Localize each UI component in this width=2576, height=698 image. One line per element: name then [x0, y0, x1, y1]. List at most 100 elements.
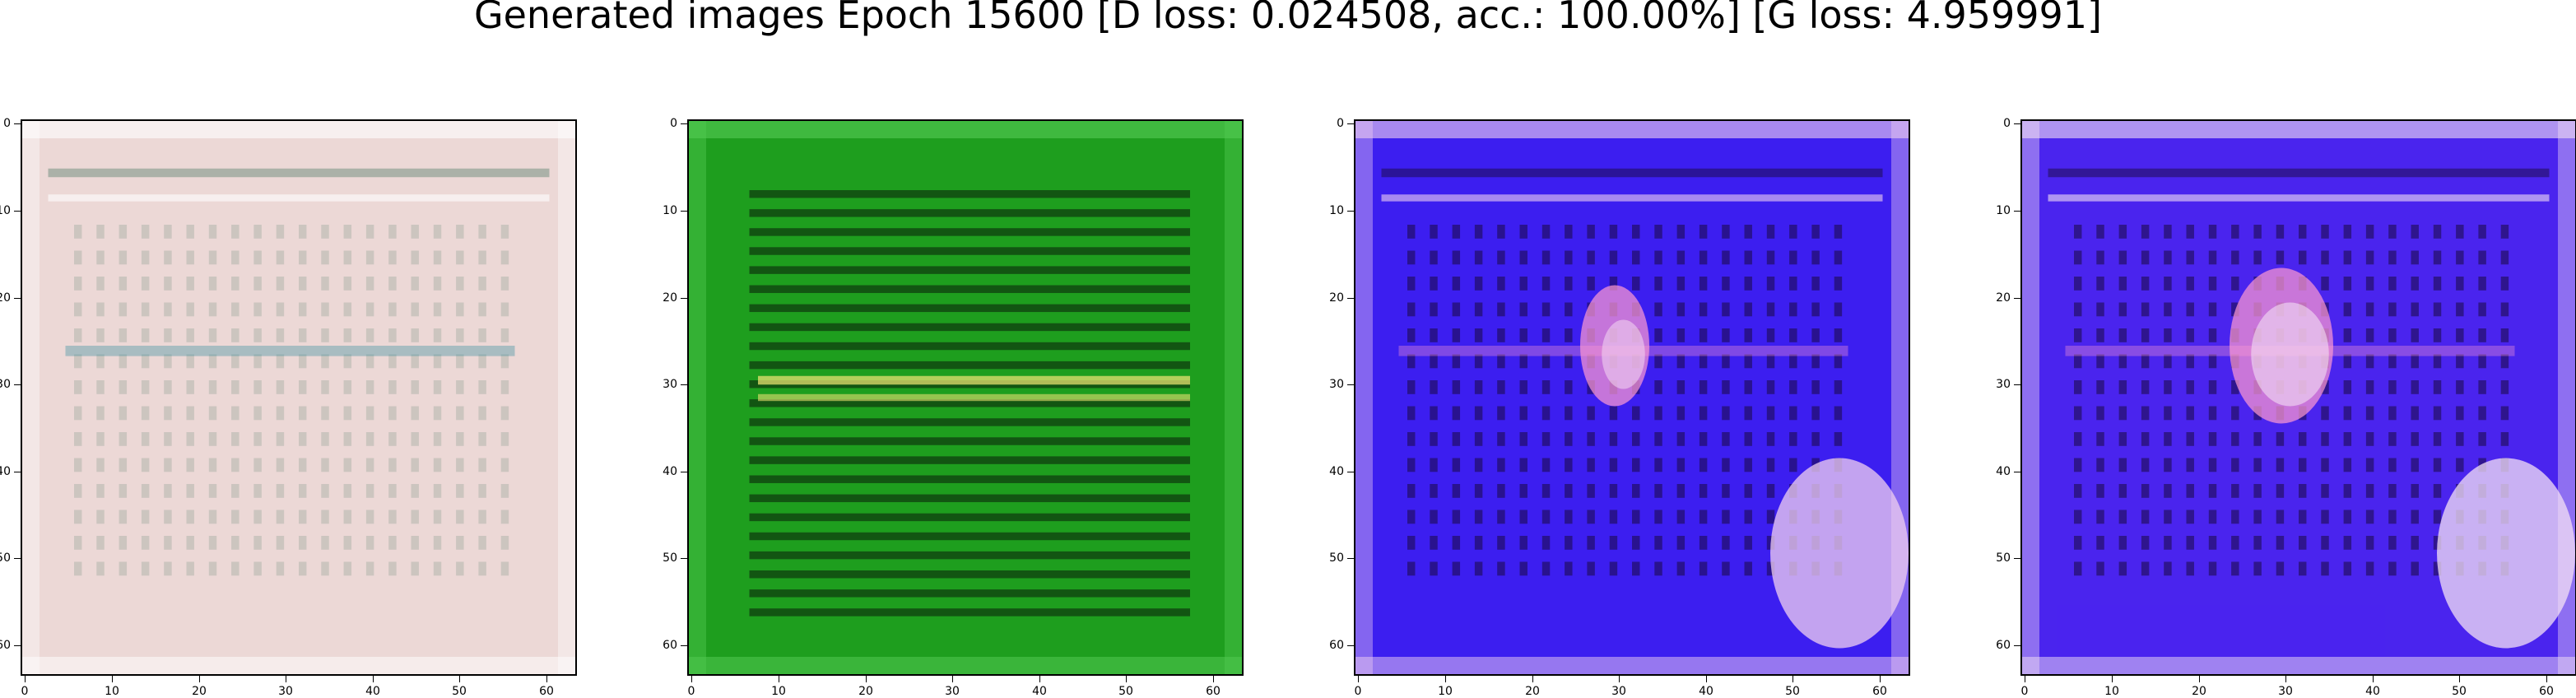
x-tick-label: 60 [1872, 685, 1887, 698]
y-tick-label: 10 [1996, 204, 2011, 217]
x-tick-mark [1532, 676, 1533, 682]
y-tick-label: 0 [1337, 117, 1344, 130]
generated-image-3 [1354, 119, 1910, 676]
x-tick-mark [2112, 676, 2113, 682]
x-tick-label: 10 [1438, 685, 1453, 698]
x-tick-label: 60 [1206, 685, 1221, 698]
y-tick-mark [2014, 123, 2020, 124]
y-tick-mark [2014, 298, 2020, 299]
x-tick-label: 60 [539, 685, 554, 698]
y-tick-mark [681, 123, 687, 124]
x-tick-mark [546, 676, 547, 682]
y-tick-mark [681, 298, 687, 299]
x-tick-label: 30 [945, 685, 960, 698]
y-tick-mark [1347, 211, 1354, 212]
y-tick-label: 30 [1996, 378, 2011, 391]
y-tick-label: 50 [0, 551, 11, 565]
y-tick-mark [681, 211, 687, 212]
x-tick-mark [952, 676, 953, 682]
y-tick-mark [1347, 384, 1354, 385]
y-tick-label: 10 [663, 204, 677, 217]
y-tick-mark [14, 298, 21, 299]
x-tick-mark [1880, 676, 1881, 682]
x-tick-label: 0 [1354, 685, 1362, 698]
x-tick-mark [1445, 676, 1446, 682]
y-tick-mark [2014, 645, 2020, 646]
y-tick-label: 50 [663, 551, 677, 565]
x-tick-mark [1039, 676, 1040, 682]
x-tick-mark [2199, 676, 2200, 682]
x-tick-mark [459, 676, 460, 682]
y-tick-mark [1347, 558, 1354, 559]
generated-image-2 [687, 119, 1244, 676]
y-tick-label: 0 [3, 117, 11, 130]
x-tick-mark [1619, 676, 1620, 682]
y-tick-label: 10 [0, 204, 11, 217]
y-tick-mark [14, 211, 21, 212]
x-tick-label: 20 [858, 685, 873, 698]
figure-title: Generated images Epoch 15600 [D loss: 0.… [473, 0, 2103, 37]
x-tick-label: 50 [1785, 685, 1800, 698]
y-tick-mark [14, 123, 21, 124]
x-tick-mark [2373, 676, 2374, 682]
y-tick-label: 40 [663, 465, 677, 478]
x-tick-label: 40 [365, 685, 380, 698]
x-tick-mark [1213, 676, 1214, 682]
generated-image-canvas [22, 121, 575, 674]
y-tick-label: 10 [1329, 204, 1344, 217]
y-tick-label: 50 [1996, 551, 2011, 565]
y-tick-mark [14, 384, 21, 385]
x-tick-mark [199, 676, 200, 682]
x-tick-label: 10 [771, 685, 786, 698]
x-tick-label: 30 [2278, 685, 2293, 698]
y-tick-mark [1347, 645, 1354, 646]
y-tick-label: 60 [1329, 639, 1344, 652]
y-tick-label: 40 [1996, 465, 2011, 478]
generated-image-canvas [1355, 121, 1909, 674]
x-tick-mark [1706, 676, 1707, 682]
y-tick-mark [14, 558, 21, 559]
x-tick-label: 40 [1699, 685, 1713, 698]
y-tick-mark [2014, 558, 2020, 559]
x-tick-mark [2459, 676, 2460, 682]
x-tick-label: 40 [2365, 685, 2380, 698]
y-tick-label: 40 [0, 465, 11, 478]
x-tick-mark [2546, 676, 2547, 682]
y-tick-label: 0 [670, 117, 677, 130]
x-tick-label: 30 [1611, 685, 1626, 698]
x-tick-mark [866, 676, 867, 682]
generated-image-4 [2020, 119, 2576, 676]
x-tick-label: 20 [2192, 685, 2206, 698]
y-tick-mark [1347, 298, 1354, 299]
x-tick-mark [1126, 676, 1127, 682]
x-tick-mark [112, 676, 113, 682]
generated-image-canvas [2022, 121, 2575, 674]
generated-image-canvas [689, 121, 1242, 674]
y-tick-mark [2014, 211, 2020, 212]
x-tick-label: 20 [192, 685, 207, 698]
x-tick-label: 0 [687, 685, 695, 698]
y-tick-label: 20 [1996, 291, 2011, 305]
y-tick-label: 50 [1329, 551, 1344, 565]
x-tick-label: 50 [1118, 685, 1133, 698]
y-tick-mark [681, 645, 687, 646]
y-tick-label: 60 [0, 639, 11, 652]
x-tick-mark [2285, 676, 2286, 682]
x-tick-label: 20 [1525, 685, 1540, 698]
y-tick-label: 40 [1329, 465, 1344, 478]
x-tick-mark [1358, 676, 1359, 682]
y-tick-label: 20 [0, 291, 11, 305]
x-tick-label: 50 [452, 685, 467, 698]
y-tick-mark [681, 384, 687, 385]
x-tick-label: 0 [2020, 685, 2029, 698]
x-tick-label: 30 [278, 685, 293, 698]
y-tick-label: 30 [663, 378, 677, 391]
y-tick-mark [2014, 384, 2020, 385]
y-tick-mark [1347, 123, 1354, 124]
x-tick-label: 50 [2452, 685, 2467, 698]
y-tick-mark [681, 558, 687, 559]
y-tick-label: 20 [1329, 291, 1344, 305]
generated-image-1 [21, 119, 577, 676]
y-tick-label: 20 [663, 291, 677, 305]
y-tick-label: 60 [1996, 639, 2011, 652]
